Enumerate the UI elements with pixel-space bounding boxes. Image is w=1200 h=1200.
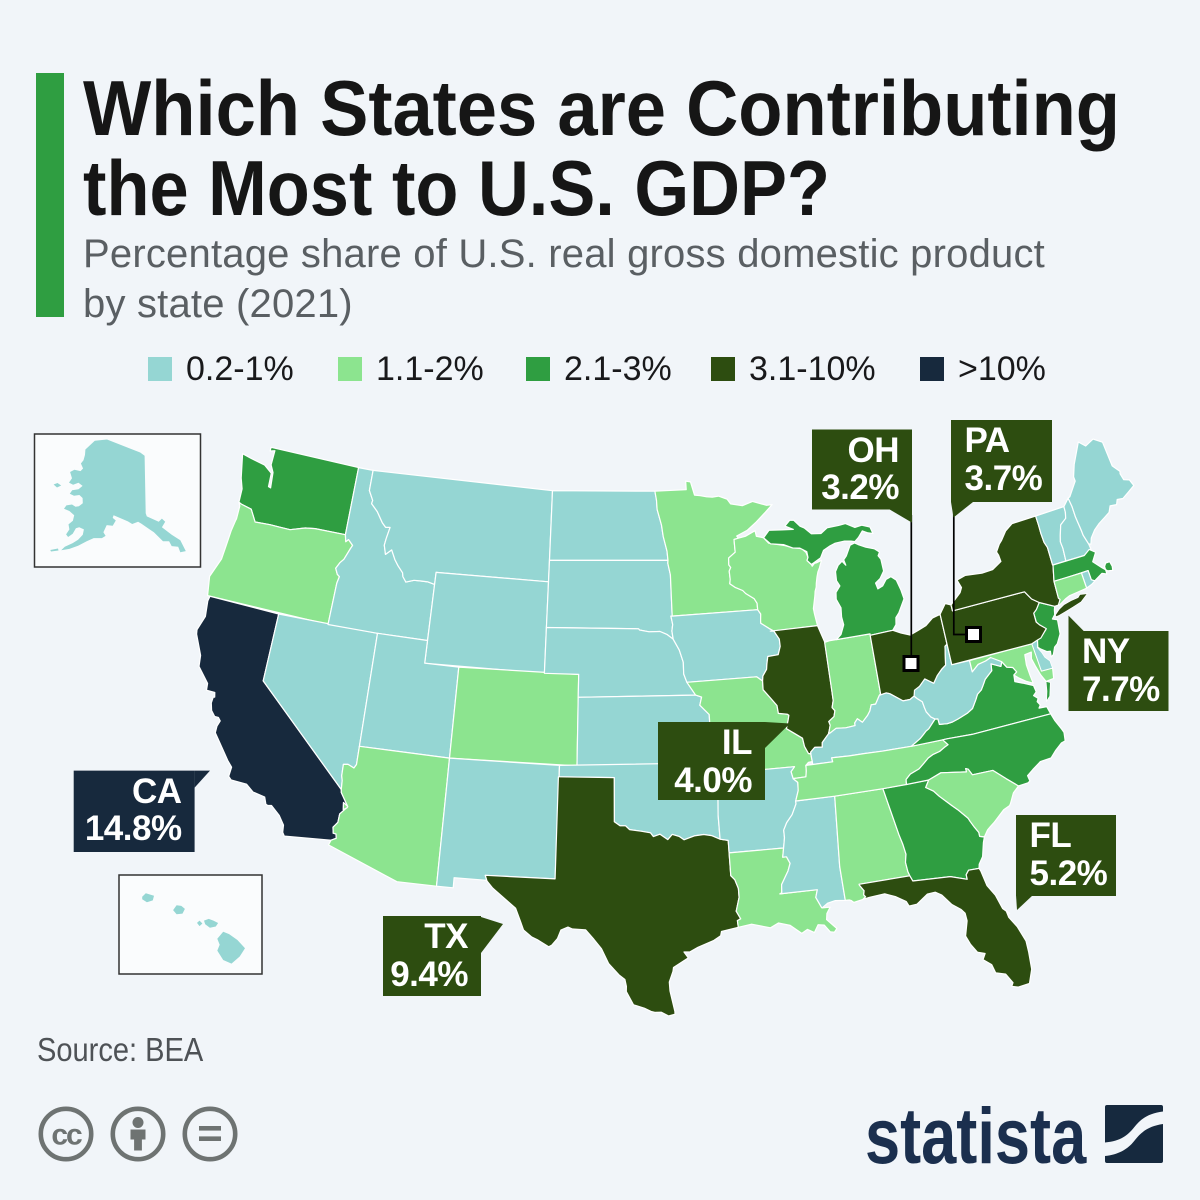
svg-text:TX: TX: [424, 917, 469, 956]
svg-text:7.7%: 7.7%: [1082, 670, 1160, 709]
svg-text:PA: PA: [965, 421, 1010, 460]
svg-text:14.8%: 14.8%: [85, 809, 182, 848]
svg-text:IL: IL: [722, 723, 752, 762]
svg-text:OH: OH: [848, 431, 900, 470]
svg-text:statista: statista: [865, 1092, 1087, 1180]
svg-text:3.2%: 3.2%: [821, 468, 899, 507]
svg-text:5.2%: 5.2%: [1030, 854, 1108, 893]
svg-text:NY: NY: [1082, 632, 1130, 671]
svg-text:cc: cc: [51, 1119, 82, 1152]
svg-text:CA: CA: [132, 772, 182, 811]
svg-text:9.4%: 9.4%: [390, 955, 468, 994]
svg-text:FL: FL: [1030, 816, 1072, 855]
svg-text:3.7%: 3.7%: [965, 459, 1043, 498]
svg-text:4.0%: 4.0%: [674, 761, 752, 800]
